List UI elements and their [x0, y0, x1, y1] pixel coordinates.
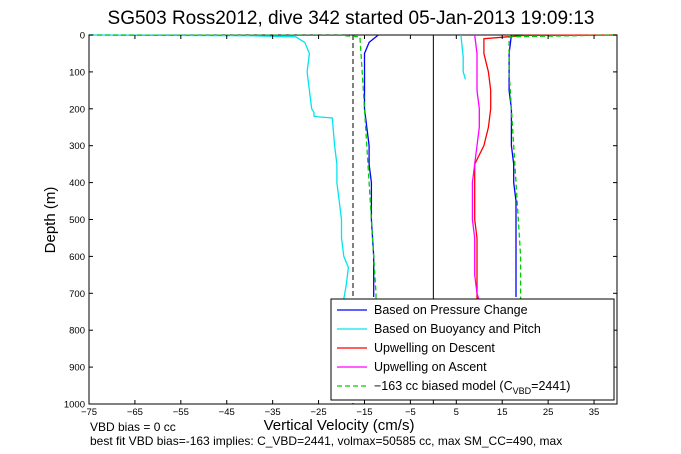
series-line-5: [474, 34, 618, 301]
x-tick-label: −45: [219, 407, 235, 418]
x-tick-label: −55: [173, 407, 189, 418]
x-tick-label: −25: [311, 407, 327, 418]
y-tick-label: 1000: [64, 400, 85, 411]
legend-label-1: Based on Pressure Change: [374, 303, 528, 317]
series-line-4: [460, 34, 467, 80]
x-tick-label: 15: [497, 407, 508, 418]
legend-label-5: −163 cc biased model (CVBD=2441): [374, 379, 570, 396]
y-tick-label: 300: [69, 141, 85, 152]
legend-box: [330, 298, 615, 401]
y-tick-label: 500: [69, 215, 85, 226]
note-best-fit: best fit VBD bias=-163 implies: C_VBD=24…: [90, 434, 563, 448]
y-tick-label: 0: [80, 31, 85, 42]
series-line-6: [471, 34, 480, 301]
y-tick-label: 100: [69, 67, 85, 78]
y-tick-label: 400: [69, 178, 85, 189]
x-axis-label: Vertical Velocity (cm/s): [264, 417, 415, 434]
y-tick-label: 800: [69, 326, 85, 337]
x-tick-label: −75: [81, 407, 97, 418]
x-tick-label: −65: [127, 407, 143, 418]
series-line-7: [88, 34, 377, 301]
x-tick-label: 35: [589, 407, 600, 418]
x-tick-label: 5: [454, 407, 459, 418]
legend-label-3: Upwelling on Descent: [374, 341, 495, 355]
x-tick-label: 25: [543, 407, 554, 418]
chart-title: SG503 Ross2012, dive 342 started 05-Jan-…: [108, 8, 595, 29]
x-tick-label: −35: [265, 407, 281, 418]
series-line-1: [363, 34, 379, 297]
axis-ticks: −75 −65 −55 −45 −35 −25 −15 −5 5 15 25 350100200300…: [64, 31, 617, 418]
x-tick-label: −5: [405, 407, 416, 418]
y-tick-label: 700: [69, 289, 85, 300]
legend-label-2: Based on Buoyancy and Pitch: [374, 322, 541, 336]
series-line-3: [88, 34, 350, 312]
x-tick-label: −15: [356, 407, 372, 418]
series-line-8: [508, 34, 618, 301]
legend: Based on Pressure Change Based on Buoyanc…: [330, 298, 615, 401]
legend-label-4: Upwelling on Ascent: [374, 360, 487, 374]
series-group: [88, 34, 618, 312]
y-axis-label: Depth (m): [42, 187, 59, 254]
note-vbd-bias: VBD bias = 0 cc: [90, 420, 176, 434]
y-tick-label: 200: [69, 104, 85, 115]
series-line-2: [508, 34, 517, 297]
y-tick-label: 900: [69, 363, 85, 374]
y-tick-label: 600: [69, 252, 85, 263]
